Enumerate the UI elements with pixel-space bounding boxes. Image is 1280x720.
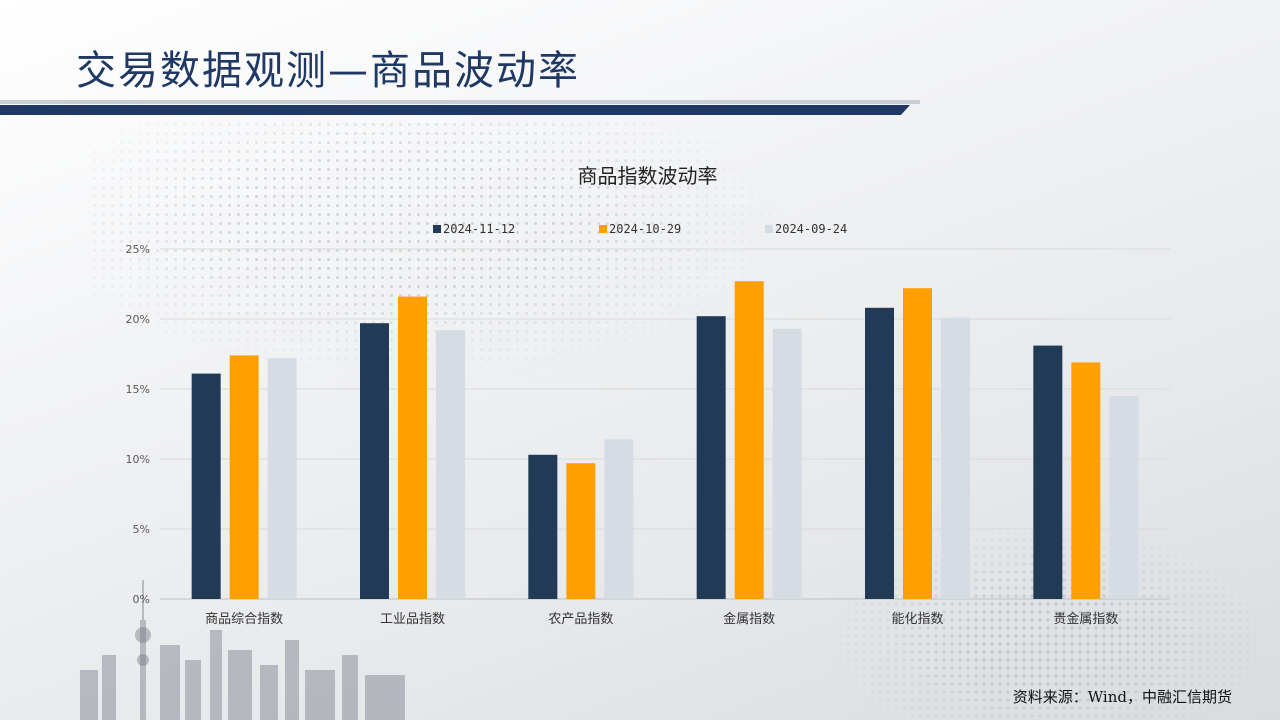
x-tick-label: 贵金属指数 <box>1053 611 1118 627</box>
bar-1-5 <box>865 307 894 599</box>
legend-swatch <box>433 225 441 233</box>
bar-3-6 <box>1109 396 1139 599</box>
legend-swatch <box>765 225 773 233</box>
y-tick-label: 0% <box>133 593 150 606</box>
bar-3-1 <box>267 358 297 599</box>
bar-3-5 <box>941 317 970 599</box>
bar-2-6 <box>1071 362 1101 599</box>
legend-swatch <box>599 225 607 233</box>
y-tick-label: 5% <box>133 523 150 536</box>
city-skyline-decoration <box>80 580 405 720</box>
bar-3-4 <box>772 328 802 599</box>
y-tick-label: 10% <box>126 453 150 466</box>
x-axis-ticks: 商品综合指数 工业品指数 农产品指数 金属指数 能化指数 贵金属指数 <box>205 611 1118 627</box>
bars <box>191 281 1139 599</box>
x-tick-label: 农产品指数 <box>548 612 613 627</box>
legend-label: 2024-11-12 <box>443 222 515 236</box>
title-underline-bar <box>0 105 910 115</box>
legend-label: 2024-10-29 <box>609 222 681 236</box>
bar-2-1 <box>229 355 259 599</box>
y-tick-label: 20% <box>126 313 150 326</box>
x-tick-label: 金属指数 <box>723 611 775 627</box>
bar-2-4 <box>734 281 764 599</box>
bar-3-2 <box>436 330 465 599</box>
bar-1-2 <box>360 323 389 599</box>
chart-title: 商品指数波动率 <box>577 164 718 188</box>
y-axis-ticks: 0% 5% 10% 15% 20% 25% <box>126 243 150 606</box>
title-underline-light <box>0 100 920 104</box>
legend: 2024-11-12 2024-10-29 2024-09-24 <box>433 222 847 236</box>
bar-1-4 <box>696 316 726 599</box>
page-title: 交易数据观测—商品波动率 <box>76 48 580 94</box>
gridlines <box>160 248 1170 600</box>
y-tick-label: 15% <box>126 383 150 396</box>
bar-3-3 <box>604 439 634 599</box>
bar-1-6 <box>1033 345 1063 599</box>
bar-2-2 <box>398 296 427 599</box>
y-tick-label: 25% <box>126 243 150 256</box>
x-tick-label: 商品综合指数 <box>205 612 283 627</box>
x-tick-label: 能化指数 <box>891 612 943 627</box>
bar-2-3 <box>566 463 596 599</box>
bar-1-1 <box>191 373 221 599</box>
x-tick-label: 工业品指数 <box>380 612 445 627</box>
bar-1-3 <box>528 454 558 599</box>
legend-label: 2024-09-24 <box>775 222 847 236</box>
bar-2-5 <box>903 288 932 599</box>
source-note: 资料来源：Wind，中融汇信期货 <box>1012 688 1232 706</box>
